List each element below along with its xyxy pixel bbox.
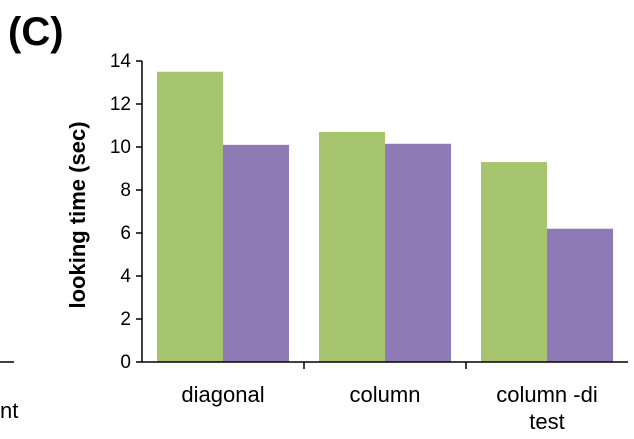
y-tick-label: 14 (110, 51, 132, 72)
bar (547, 228, 613, 362)
bar (481, 162, 547, 362)
y-tick-label: 4 (120, 266, 131, 287)
y-tick-label: 0 (120, 352, 131, 373)
y-axis-label: looking time (sec) (65, 121, 90, 308)
y-tick-label: 10 (110, 137, 131, 158)
bar (385, 143, 451, 362)
bar (319, 131, 385, 362)
x-tick-label: diagonal (181, 382, 264, 407)
x-tick-label: column (350, 382, 421, 407)
y-tick-label: 8 (120, 180, 131, 201)
panel-label: (C) (8, 10, 64, 54)
x-tick-label: column -di (496, 382, 597, 407)
bars-group (157, 71, 613, 362)
y-axis: 0 2 4 6 8 10 12 14 (110, 51, 143, 373)
x-tick-label: test (529, 409, 564, 434)
bar (157, 71, 223, 362)
bar (223, 144, 289, 362)
y-tick-label: 2 (120, 309, 131, 330)
y-tick-label: 6 (120, 223, 131, 244)
y-tick-label: 12 (110, 94, 131, 115)
neighbor-panel-label-fragment: nt (0, 398, 18, 423)
